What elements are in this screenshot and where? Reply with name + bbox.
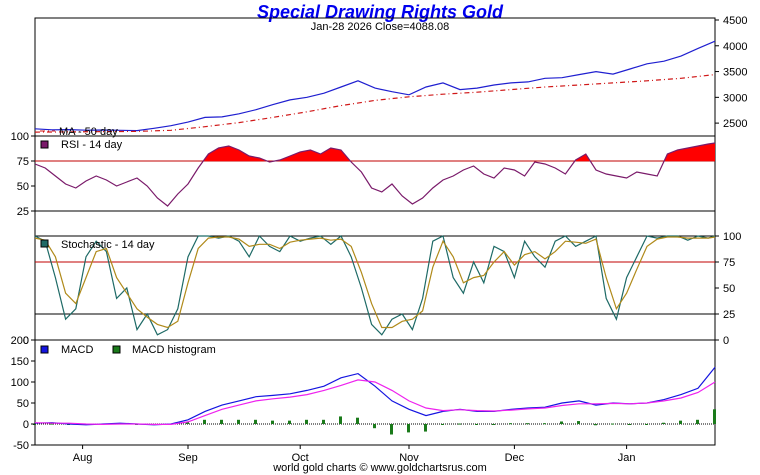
macd-histogram-bar [50,423,53,425]
rsi-left-tick-label: 25 [17,206,29,218]
price-right-tick-label: 3000 [723,92,747,104]
stochastic-right-tick-label: 0 [723,335,729,347]
x-tick-label: Dec [505,452,525,464]
macd-histogram-bar [186,421,189,424]
rsi-left-tick-label: 50 [17,181,29,193]
price-right-tick-label: 4000 [723,41,747,53]
macd-histogram-bar [407,424,410,433]
stochastic-legend-swatch [40,239,49,248]
macd-frame [34,339,716,446]
macd-histogram-bar [237,419,240,424]
macd-histogram-bar [305,419,308,424]
stochastic-series--d [34,236,716,329]
macd-legend-swatch [40,345,49,354]
macd-histogram-bar [322,419,325,424]
macd-histogram-bar [509,423,512,425]
macd-histogram-bar [220,419,223,424]
macd-histogram-bar [611,423,614,425]
price-series-ma-50-day [34,74,716,133]
stochastic-right-tick-label: 100 [723,231,741,243]
macd-histogram-bar [560,421,563,424]
stochastic-left-tick-label: 0 [23,335,29,347]
price-right-tick-label: 3500 [723,67,747,79]
chart-title: Special Drawing Rights Gold [256,2,504,22]
macd-left-tick-label: 0 [23,419,29,431]
macd-left-tick-label: 200 [11,335,29,347]
price-panel: 2500 3000 3500 4000 4500 MA - 50 day [34,15,747,138]
macd-left-tick-label: 50 [17,398,29,410]
chart-footer: world gold charts © www.goldchartsrus.co… [273,462,487,474]
macd-histogram-legend-label: MACD histogram [132,344,216,356]
x-tick-label: Sep [178,452,198,464]
macd-histogram-bar [645,424,648,425]
macd-histogram-bar [594,424,597,426]
macd-panel: -50 0 50 100 150 200 MACD MACD histogram [11,335,716,452]
rsi-series-rsi-14-day [34,142,716,207]
stochastic-right-tick-label: 25 [723,309,735,321]
rsi-left-tick-label: 100 [11,131,29,143]
rsi-panel: 25 50 75 100 RSI - 14 day [11,131,716,237]
macd-histogram-bar [628,424,631,425]
macd-histogram-bar [390,424,393,435]
rsi-overbought-fill [203,143,716,161]
macd-histogram-bar [203,419,206,424]
macd-histogram-bar [679,420,682,424]
rsi-legend-swatch [40,140,49,149]
rsi-left-tick-label: 75 [17,156,29,168]
macd-left-tick-label: 150 [11,356,29,368]
macd-histogram-bar [475,424,478,425]
macd-histogram-bar [339,416,342,424]
stochastic-frame [34,235,716,341]
x-tick-label: Jan [618,452,636,464]
stochastic-panel: 0 25 50 75 100 0 Stochastic - 14 day [23,231,741,347]
macd-histogram-bar [577,421,580,424]
macd-left-tick-label: -50 [13,440,29,452]
macd-histogram-bar [696,419,699,424]
price-right-tick-label: 2500 [723,118,747,130]
macd-histogram-bar [543,423,546,425]
x-tick-label: Nov [399,452,419,464]
rsi-legend-label: RSI - 14 day [61,139,123,151]
x-tick-label: Aug [73,452,93,464]
macd-histogram-bar [492,424,495,425]
macd-histogram-bar [424,424,427,432]
macd-left-tick-label: 100 [11,377,29,389]
price-right-tick-label: 4500 [723,15,747,27]
price-series-price [34,40,716,132]
price-frame [34,17,716,137]
stochastic-legend-label: Stochastic - 14 day [61,239,155,251]
macd-legend-label: MACD [61,344,93,356]
macd-histogram-bar [271,420,274,424]
macd-histogram-bar [441,424,444,425]
macd-histogram-legend-swatch [112,345,121,354]
macd-histogram-bar [526,423,529,425]
x-axis: Aug Sep Oct Nov Dec Jan [73,445,636,464]
macd-histogram-bar [662,422,665,424]
macd-histogram-bar [458,423,461,425]
macd-histogram-bar [373,424,376,429]
stochastic-right-tick-label: 75 [723,257,735,269]
ma-legend-label: MA - 50 day [59,126,118,138]
macd-histogram-bar [288,420,291,424]
chart-subtitle: Jan-28 2026 Close=4088.08 [310,21,450,33]
macd-histogram-bar [356,417,359,424]
rsi-frame [34,135,716,237]
macd-series-signal [34,379,716,426]
stochastic-series--k [34,234,716,336]
macd-series-macd [34,366,716,426]
macd-histogram-bar [713,409,716,424]
stochastic-right-tick-label: 50 [723,283,735,295]
macd-histogram-bar [254,419,257,424]
x-tick-label: Oct [292,452,309,464]
